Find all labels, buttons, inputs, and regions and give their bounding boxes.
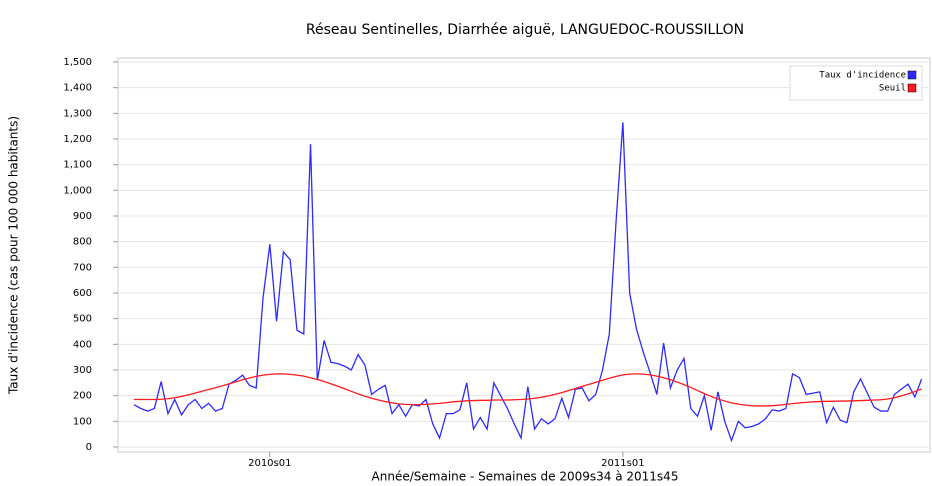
- legend: Taux d'incidence Seuil: [789, 65, 923, 101]
- y-tick-label: 100: [73, 416, 92, 427]
- y-tick-label: 1,200: [63, 134, 92, 145]
- legend-label: Taux d'incidence: [819, 71, 906, 81]
- legend-label: Seuil: [879, 84, 906, 94]
- y-tick-label: 600: [73, 288, 92, 299]
- y-tick-label: 1,100: [63, 160, 92, 171]
- x-axis-label: Année/Semaine - Semaines de 2009s34 à 20…: [372, 470, 679, 484]
- legend-swatch: [907, 70, 917, 80]
- legend-swatch: [907, 83, 917, 93]
- y-tick-label: 1,000: [63, 185, 92, 196]
- y-tick-label: 300: [73, 365, 92, 376]
- y-tick-label: 0: [86, 442, 92, 453]
- y-tick-label: 200: [73, 391, 92, 402]
- y-tick-label: 700: [73, 262, 92, 273]
- series-line: [134, 373, 922, 407]
- y-tick-label: 500: [73, 314, 92, 325]
- plot-area: [117, 57, 931, 453]
- legend-box: [789, 65, 923, 101]
- y-tick-label: 800: [73, 237, 92, 248]
- y-tick-label: 1,500: [63, 57, 92, 68]
- y-tick-label: 900: [73, 211, 92, 222]
- y-tick-label: 1,400: [63, 83, 92, 94]
- x-tick-label: 2010s01: [248, 458, 291, 469]
- x-tick-label: 2011s01: [601, 458, 644, 469]
- y-axis-label: Taux d'incidence (cas pour 100 000 habit…: [7, 116, 21, 395]
- y-tick-label: 1,300: [63, 108, 92, 119]
- series-line: [133, 122, 923, 443]
- chart-title: Réseau Sentinelles, Diarrhée aiguë, LANG…: [306, 22, 744, 38]
- y-tick-label: 400: [73, 339, 92, 350]
